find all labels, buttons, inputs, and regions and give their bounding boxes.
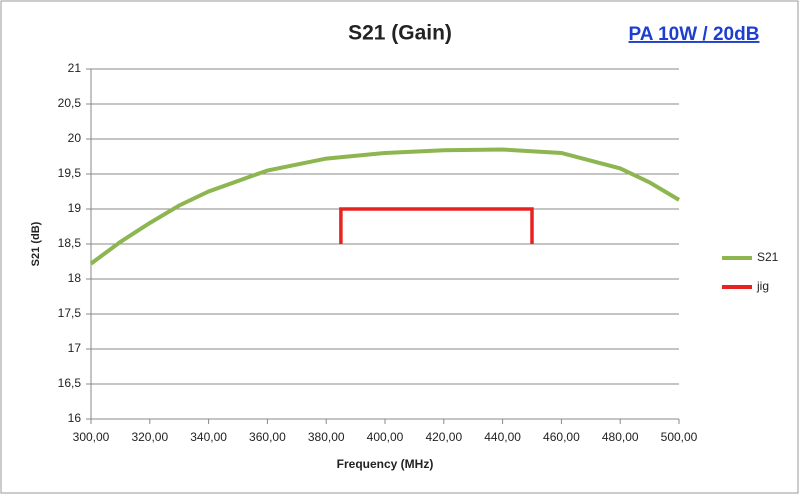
y-tick-label: 16,5	[58, 376, 82, 390]
series-line	[89, 147, 681, 266]
x-tick-label: 360,00	[249, 430, 286, 444]
y-axis-label: S21 (dB)	[30, 221, 42, 266]
x-tick-label: 300,00	[73, 430, 110, 444]
y-tick-label: 17,5	[58, 306, 82, 320]
y-tick-label: 21	[68, 61, 82, 75]
x-axis-label: Frequency (MHz)	[337, 457, 434, 471]
chart-title: S21 (Gain)	[348, 22, 452, 45]
x-tick-label: 320,00	[131, 430, 168, 444]
y-tick-label: 19	[68, 201, 82, 215]
y-tick-label: 17	[68, 341, 82, 355]
x-tick-label: 340,00	[190, 430, 227, 444]
y-tick-label: 18,5	[58, 236, 82, 250]
y-tick-label: 16	[68, 411, 82, 425]
x-tick-label: 400,00	[367, 430, 404, 444]
y-tick-label: 20	[68, 131, 82, 145]
y-tick-label: 18	[68, 271, 82, 285]
series-line	[339, 207, 534, 244]
x-tick-label: 480,00	[602, 430, 639, 444]
x-tick-label: 420,00	[425, 430, 462, 444]
y-tick-label: 19,5	[58, 166, 82, 180]
legend-label: S21	[757, 250, 779, 264]
x-tick-label: 440,00	[484, 430, 521, 444]
annotation: PA 10W / 20dB	[629, 24, 760, 45]
x-tick-label: 500,00	[661, 430, 698, 444]
x-tick-label: 460,00	[543, 430, 580, 444]
x-tick-label: 380,00	[308, 430, 345, 444]
legend-label: jig	[756, 279, 769, 293]
y-tick-label: 20,5	[58, 96, 82, 110]
